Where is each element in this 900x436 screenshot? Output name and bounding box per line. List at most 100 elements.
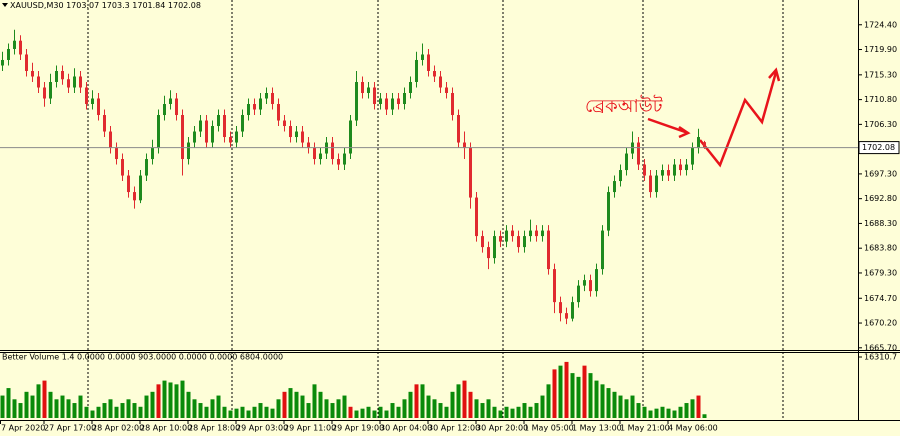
volume-bar [384,410,389,418]
candle-body [313,148,316,160]
candle-body [523,236,526,248]
candle-body [163,104,166,116]
candle-body [223,115,226,138]
candle-body [511,230,514,237]
candle-body [169,98,172,105]
candle-body [607,192,610,231]
volume-bar [618,395,623,418]
volume-bar [54,399,59,418]
x-tick-label: 30 Apr 04:00 [380,424,432,433]
volume-bar [576,376,581,418]
candle-body [451,93,454,116]
candle-body [529,230,532,237]
candle-body [79,76,82,88]
volume-bar [114,406,119,418]
candle-body [25,54,28,71]
candle-body [445,87,448,94]
volume-bar [480,403,485,418]
candle-body [85,87,88,105]
volume-bar [174,384,179,418]
candle-body [613,181,616,193]
volume-bar [528,406,533,418]
candle-body [109,131,112,149]
x-tick-label: 28 Apr 10:00 [140,424,192,433]
volume-bar [84,406,89,418]
candle-body [31,70,34,77]
candle-body [37,76,40,88]
volume-bar [60,395,65,418]
volume-bar [504,406,509,418]
candle-body [589,280,592,292]
candle-body [103,115,106,132]
candle-body [655,175,658,193]
candle-body [253,104,256,110]
high-value: 1703.3 [102,1,130,10]
candle-body [307,142,310,149]
volume-bar [132,403,137,418]
volume-bar [294,391,299,418]
volume-bar [534,403,539,418]
volume-bar [246,410,251,418]
volume-bar [138,406,143,418]
volume-bar [432,399,437,418]
x-tick-label: 28 Apr 18:00 [188,424,240,433]
candle-body [475,197,478,237]
volume-bar [372,410,377,418]
x-tick-label: 29 Apr 19:00 [332,424,384,433]
volume-bar [30,395,35,418]
volume-bar [0,395,5,418]
volume-bar [444,406,449,418]
volume-bar [204,406,209,418]
candle-body [7,48,10,60]
volume-bar [582,365,587,418]
candle-body [49,81,52,99]
volume-bar [426,395,431,418]
volume-bar [186,391,191,418]
volume-bar [522,403,527,418]
candle-body [619,170,622,182]
candle-body [199,120,202,132]
candle-body [241,115,244,132]
x-tick-label: 30 Apr 12:00 [428,424,480,433]
open-value: 1703.07 [66,1,99,10]
volume-bar [702,414,707,418]
symbol-menu-icon[interactable] [2,3,8,7]
candle-body [91,98,94,105]
volume-bar [240,406,245,418]
volume-bar [48,391,53,418]
candle-body [121,159,124,176]
volume-bar [324,399,329,418]
symbol: XAUUSD,M30 [10,1,64,10]
volume-bar [276,399,281,418]
volume-bar [12,399,17,418]
volume-bar [666,408,671,418]
x-tick-label: 28 Apr 02:00 [92,424,144,433]
candle-body [667,170,670,176]
volume-bar [198,403,203,418]
candle-body [43,87,46,99]
candle-body [211,126,214,143]
volume-bar [588,373,593,418]
volume-bar [78,395,83,418]
y-tick-label: 1688.30 [864,219,897,228]
volume-bar [24,391,29,418]
candle-body [649,175,652,193]
x-tick-label: 4 May 06:00 [668,424,718,433]
volume-bar [678,406,683,418]
candle-body [295,131,298,138]
annotation-arrows [647,67,781,168]
volume-bar [594,380,599,418]
candle-body [277,104,280,121]
candle-body [115,148,118,160]
volume-bar [456,384,461,418]
volume-bar [498,410,503,418]
volume-bar [216,395,221,418]
volume-bar [150,391,155,418]
volume-bar [696,395,701,418]
candle-body [289,126,292,138]
volume-bar [492,406,497,418]
y-tick-label: 1715.30 [864,70,897,79]
volume-bar [288,388,293,418]
y-tick-label: 1724.40 [864,20,897,29]
